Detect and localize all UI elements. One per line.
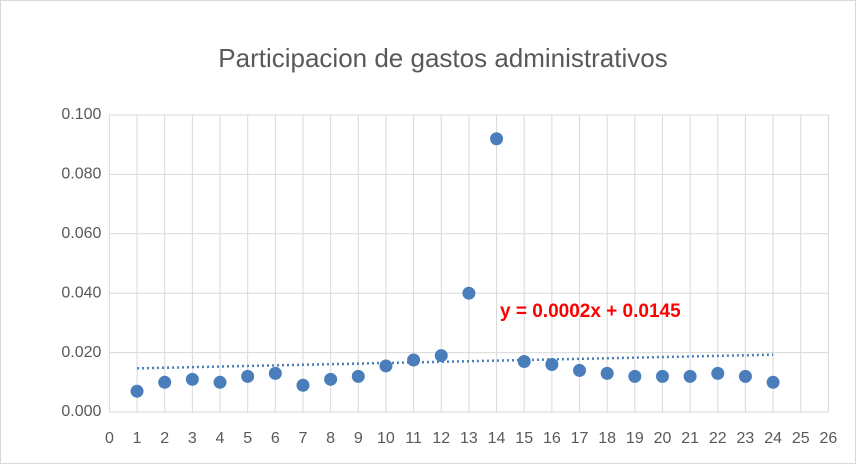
point — [490, 132, 504, 146]
point — [517, 355, 531, 369]
point — [462, 286, 476, 300]
y-tick-label: 0.040 — [61, 284, 101, 301]
point — [185, 372, 199, 386]
x-tick-label: 20 — [654, 430, 672, 447]
point — [655, 369, 669, 383]
x-tick-label: 19 — [626, 430, 644, 447]
chart-title: Participacion de gastos administrativos — [218, 43, 667, 73]
x-tick-label: 1 — [133, 430, 142, 447]
y-tick-label: 0.060 — [61, 225, 101, 242]
trendline-label: y = 0.0002x + 0.0145 — [500, 301, 681, 322]
x-tick-label: 15 — [515, 430, 533, 447]
x-tick-label: 11 — [405, 430, 422, 447]
point — [600, 366, 614, 380]
x-tick-label: 7 — [299, 430, 308, 447]
y-tick-label: 0.100 — [61, 106, 101, 123]
point — [573, 363, 587, 377]
x-tick-label: 14 — [488, 430, 506, 447]
x-tick-label: 2 — [160, 430, 169, 447]
point — [268, 366, 282, 380]
x-tick-label: 9 — [354, 430, 363, 447]
x-tick-label: 16 — [543, 430, 561, 447]
point — [241, 369, 255, 383]
y-tick-label: 0.020 — [61, 344, 101, 361]
x-tick-label: 3 — [188, 430, 197, 447]
x-tick-label: 18 — [598, 430, 616, 447]
x-tick-label: 13 — [460, 430, 478, 447]
point — [766, 375, 780, 389]
point — [379, 359, 393, 373]
x-tick-label: 8 — [326, 430, 335, 447]
x-tick-label: 23 — [737, 430, 755, 447]
point — [683, 369, 697, 383]
x-tick-label: 22 — [709, 430, 727, 447]
x-tick-label: 24 — [764, 430, 782, 447]
point — [545, 357, 559, 371]
x-tick-label: 0 — [105, 430, 114, 447]
x-tick-label: 5 — [243, 430, 252, 447]
x-tick-label: 4 — [216, 430, 225, 447]
x-tick-label: 10 — [377, 430, 395, 447]
point — [296, 378, 310, 392]
trendline — [137, 353, 774, 370]
x-tick-label: 21 — [681, 430, 699, 447]
point — [213, 375, 227, 389]
x-tick-label: 26 — [820, 430, 838, 447]
point — [434, 349, 448, 363]
y-tick-label: 0.080 — [61, 166, 101, 183]
point — [130, 384, 144, 398]
x-tick-label: 6 — [271, 430, 280, 447]
x-tick-label: 17 — [571, 430, 589, 447]
x-tick-label: 25 — [792, 430, 810, 447]
point — [628, 369, 642, 383]
y-tick-label: 0.000 — [61, 403, 101, 420]
point — [738, 369, 752, 383]
point — [351, 369, 365, 383]
x-tick-label: 12 — [432, 430, 450, 447]
point — [407, 353, 421, 367]
point — [711, 366, 725, 380]
point — [158, 375, 172, 389]
point — [324, 372, 338, 386]
